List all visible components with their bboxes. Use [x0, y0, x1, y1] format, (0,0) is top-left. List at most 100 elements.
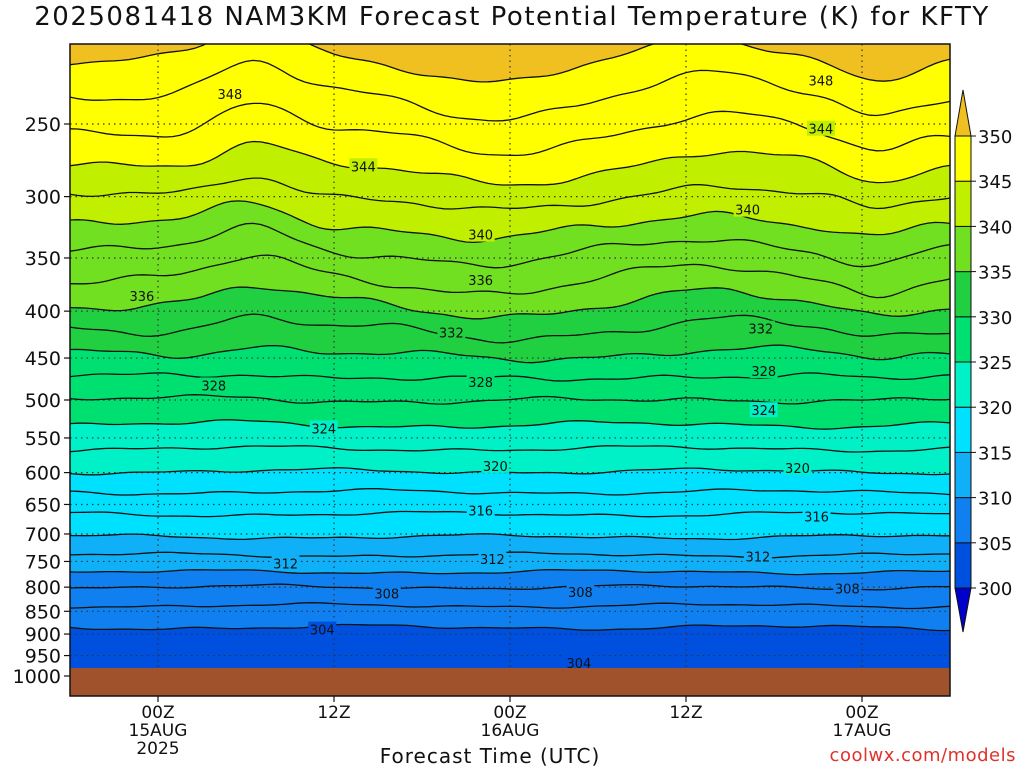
y-tick-label-900: 900 — [25, 624, 61, 646]
colorbar-tick-335: 335 — [978, 263, 1012, 284]
contour-label-324: 324 — [749, 402, 778, 419]
contour-label-348: 348 — [215, 86, 244, 103]
svg-text:332: 332 — [748, 323, 773, 338]
isentrope-344 — [70, 140, 950, 186]
y-tick-label-300: 300 — [25, 187, 61, 209]
svg-text:332: 332 — [439, 326, 464, 341]
svg-text:316: 316 — [804, 511, 829, 526]
contour-label-344: 344 — [806, 120, 835, 138]
svg-text:348: 348 — [217, 88, 242, 103]
contour-label-320: 320 — [783, 459, 812, 477]
x-tick-label-1-0: 12Z — [317, 703, 350, 723]
contour-label-320: 320 — [481, 457, 510, 475]
y-tick-label-250: 250 — [25, 114, 61, 136]
svg-text:340: 340 — [735, 204, 760, 219]
svg-text:308: 308 — [568, 586, 593, 601]
isentrope-334 — [70, 286, 950, 320]
x-tick-label-4-0: 00Z — [845, 703, 878, 723]
colorbar-band-330 — [954, 271, 972, 318]
contour-label-328: 328 — [466, 374, 495, 391]
contour-label-348: 348 — [806, 72, 835, 89]
svg-text:344: 344 — [809, 123, 834, 138]
svg-text:336: 336 — [468, 274, 493, 289]
theta-band-350 — [70, 44, 950, 82]
colorbar-band-345 — [954, 135, 972, 182]
x-tick-label-4-1: 17AUG — [833, 721, 892, 741]
svg-text:344: 344 — [351, 160, 376, 175]
svg-text:328: 328 — [201, 379, 226, 394]
y-tick-label-350: 350 — [25, 248, 61, 270]
y-tick-label-500: 500 — [25, 390, 61, 412]
colorbar-arrow-high — [954, 89, 972, 137]
colorbar: 300 305 310 315 320 325 330 335 340 345 350 — [954, 89, 1012, 633]
isentrope-348 — [70, 59, 950, 122]
colorbar-tick-325: 325 — [978, 353, 1012, 374]
contour-label-336: 336 — [466, 272, 495, 289]
contour-label-328: 328 — [749, 363, 778, 380]
colorbar-tick-345: 345 — [978, 172, 1012, 193]
contour-label-324: 324 — [309, 420, 338, 437]
svg-text:324: 324 — [751, 404, 776, 419]
contour-label-340: 340 — [733, 201, 762, 219]
x-tick-label-0-0: 00Z — [141, 703, 174, 723]
y-tick-label-750: 750 — [25, 551, 61, 573]
colorbar-tick-310: 310 — [978, 489, 1012, 510]
svg-text:320: 320 — [483, 460, 508, 475]
isentrope-328 — [70, 372, 950, 382]
isentrope-330 — [70, 344, 950, 364]
colorbar-tick-300: 300 — [978, 579, 1012, 600]
isentrope-312 — [70, 551, 950, 559]
y-tick-label-450: 450 — [25, 348, 61, 370]
y-tick-label-600: 600 — [25, 463, 61, 485]
svg-text:312: 312 — [480, 553, 505, 568]
contour-label-312: 312 — [743, 548, 772, 566]
colorbar-band-325 — [954, 316, 972, 363]
colorbar-tick-330: 330 — [978, 308, 1012, 329]
isentrope-326 — [70, 394, 950, 405]
colorbar-tick-305: 305 — [978, 534, 1012, 555]
contour-label-316: 316 — [802, 508, 831, 526]
y-tick-label-850: 850 — [25, 601, 61, 623]
contour-label-304: 304 — [308, 621, 337, 639]
svg-text:304: 304 — [310, 624, 335, 639]
colorbar-band-320 — [954, 361, 972, 408]
svg-text:324: 324 — [311, 422, 336, 437]
x-tick-label-2-1: 16AUG — [481, 721, 540, 741]
colorbar-band-310 — [954, 451, 972, 499]
svg-text:328: 328 — [468, 376, 493, 391]
colorbar-band-315 — [954, 406, 972, 453]
credit-link[interactable]: coolwx.com/models — [829, 745, 1016, 766]
contour-labels: 348 348 344 344 340 340 336 336 332 332 328 328 328 3… — [127, 72, 862, 672]
svg-text:312: 312 — [745, 551, 770, 566]
isentrope-322 — [70, 445, 950, 453]
isentrope-332 — [70, 313, 950, 344]
isentrope-324 — [70, 419, 950, 430]
x-tick-label-2-0: 00Z — [493, 703, 526, 723]
contour-label-308: 308 — [566, 584, 595, 601]
svg-text:308: 308 — [835, 583, 860, 598]
colorbar-arrow-low — [954, 587, 972, 633]
isentrope-346 — [70, 102, 950, 157]
colorbar-band-340 — [954, 180, 972, 227]
y-tick-label-650: 650 — [25, 494, 61, 516]
isentrope-336 — [70, 254, 950, 299]
colorbar-band-305 — [954, 497, 972, 544]
y-tick-label-550: 550 — [25, 428, 61, 450]
colorbar-tick-315: 315 — [978, 443, 1012, 464]
contour-label-308: 308 — [372, 585, 401, 603]
y-tick-label-950: 950 — [25, 646, 61, 668]
x-tick-label-0-2: 2025 — [136, 739, 179, 759]
contour-label-340: 340 — [466, 226, 495, 244]
contour-label-312: 312 — [478, 550, 507, 568]
contour-label-316: 316 — [466, 502, 495, 520]
chart-title: 2025081418 NAM3KM Forecast Potential Tem… — [34, 2, 990, 32]
contour-label-332: 332 — [746, 320, 775, 338]
y-tick-label-400: 400 — [25, 301, 61, 323]
isentrope-350 — [70, 44, 950, 83]
colorbar-band-300 — [954, 542, 972, 589]
isentrope-304 — [70, 623, 950, 632]
x-tick-label-3-0: 12Z — [669, 703, 702, 723]
x-tick-label-0-1: 15AUG — [129, 721, 188, 741]
isentrope-340 — [70, 200, 950, 244]
